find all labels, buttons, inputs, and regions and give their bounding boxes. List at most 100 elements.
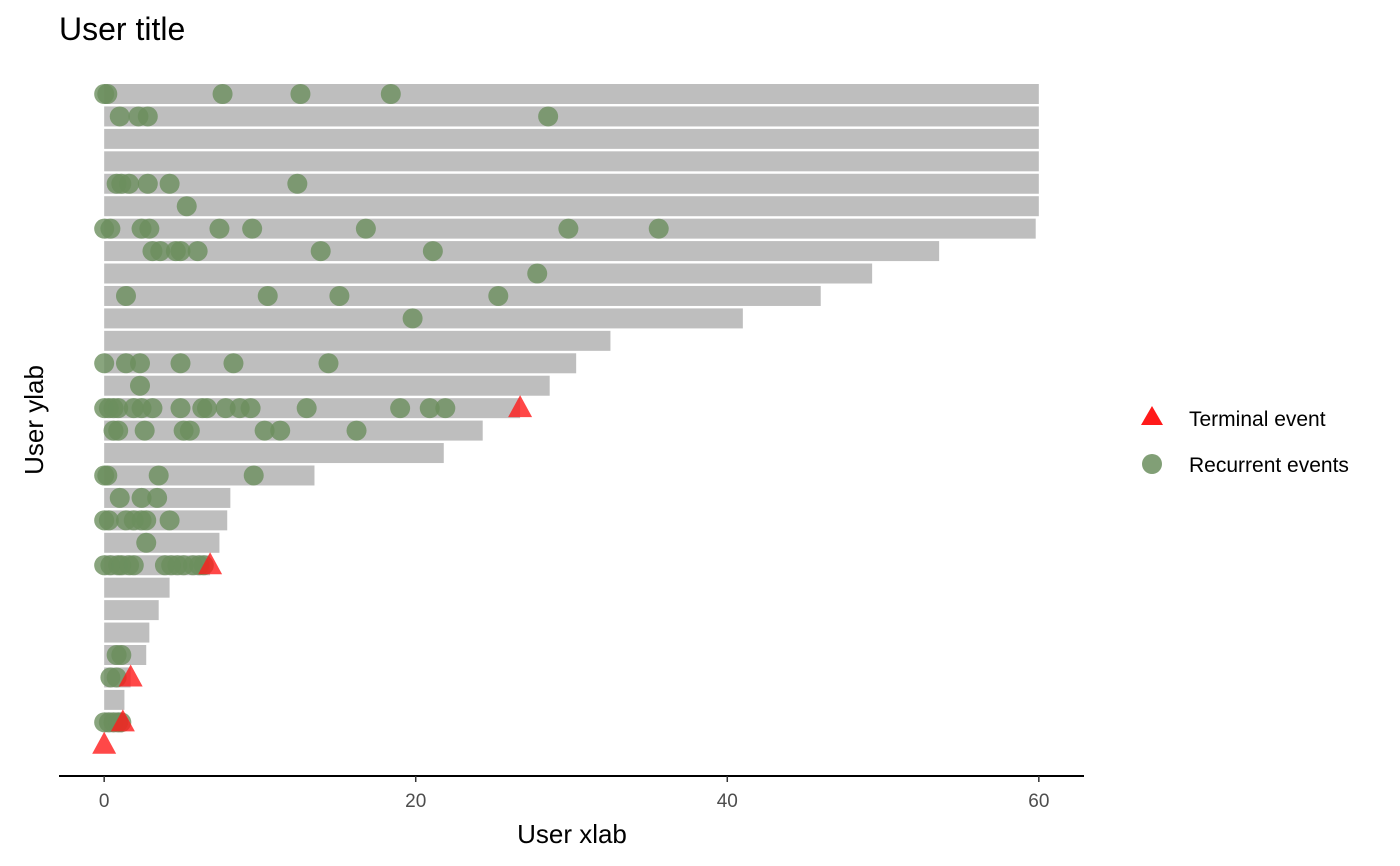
recurrent-event-point xyxy=(148,465,169,486)
recurrent-event-point xyxy=(134,420,155,441)
x-axis-ticks: 0 20 40 60 xyxy=(99,776,1049,812)
recurrent-event-point xyxy=(435,398,456,419)
x-tick-label: 20 xyxy=(405,791,426,812)
subject-bar xyxy=(104,84,1039,104)
recurrent-event-point xyxy=(187,241,208,262)
legend-terminal-triangle-icon xyxy=(1141,406,1163,425)
recurrent-event-point xyxy=(159,173,180,194)
subject-bar xyxy=(104,308,743,329)
terminal-event-point xyxy=(92,731,117,754)
x-axis-label: User xlab xyxy=(517,819,627,849)
subject-bar xyxy=(104,241,940,262)
recurrent-event-point xyxy=(422,241,443,262)
y-axis-label: User ylab xyxy=(19,365,49,475)
recurrent-event-point xyxy=(402,308,423,329)
recurrent-event-point xyxy=(94,353,115,374)
subject-bar xyxy=(104,600,159,621)
chart-title: User title xyxy=(59,11,185,47)
subject-bar xyxy=(104,106,1039,127)
recurrent-event-point xyxy=(310,241,331,262)
terminal-event-point xyxy=(198,552,223,575)
recurrent-event-point xyxy=(115,285,136,306)
subject-bar xyxy=(104,689,125,710)
recurrent-event-point xyxy=(176,196,197,217)
terminal-event-point xyxy=(110,709,135,732)
subject-bar xyxy=(104,330,611,351)
subject-bar xyxy=(104,420,483,441)
terminal-event-point xyxy=(118,664,143,687)
recurrent-event-point xyxy=(257,285,278,306)
subject-bar xyxy=(104,196,1039,217)
recurrent-event-point xyxy=(108,420,129,441)
recurrent-event-point xyxy=(108,398,129,419)
recurrent-event-point xyxy=(390,398,411,419)
recurrent-event-point xyxy=(111,645,132,665)
terminal-events-layer xyxy=(92,395,533,754)
recurrent-event-point xyxy=(318,353,339,374)
recurrent-event-point xyxy=(170,353,191,374)
recurrent-event-point xyxy=(100,218,121,239)
recurrent-event-point xyxy=(97,465,118,486)
recurrent-event-point xyxy=(119,173,140,194)
recurrent-event-point xyxy=(558,218,579,239)
recurrent-event-point xyxy=(137,106,158,127)
subject-bar xyxy=(104,285,821,306)
recurrent-event-point xyxy=(209,218,230,239)
recurrent-event-point xyxy=(97,84,118,104)
recurrent-event-point xyxy=(419,398,440,419)
x-tick-label: 40 xyxy=(717,791,738,812)
recurrent-event-point xyxy=(130,353,151,374)
legend: Terminal event Recurrent events xyxy=(1141,406,1349,477)
recurrent-event-point xyxy=(137,173,158,194)
recurrent-event-point xyxy=(287,173,308,194)
subject-bar xyxy=(104,128,1039,149)
subject-bar xyxy=(104,465,315,486)
recurrent-event-point xyxy=(159,510,180,531)
recurrent-event-point xyxy=(215,398,236,419)
recurrent-event-point xyxy=(136,510,157,531)
subject-bar xyxy=(104,173,1039,194)
recurrent-events-layer xyxy=(94,84,669,733)
recurrent-event-point xyxy=(648,218,669,239)
subject-bar xyxy=(104,443,444,464)
recurrent-event-point xyxy=(136,532,157,553)
recurrent-event-point xyxy=(355,218,376,239)
recurrent-event-point xyxy=(296,398,317,419)
recurrent-event-point xyxy=(346,420,367,441)
recurrent-event-point xyxy=(142,398,163,419)
recurrent-event-point xyxy=(223,353,244,374)
legend-recurrent-circle-icon xyxy=(1142,454,1162,474)
recurrent-event-point xyxy=(290,84,311,104)
subject-bar xyxy=(104,353,577,374)
subject-bar xyxy=(104,263,873,284)
recurrent-event-point xyxy=(212,84,233,104)
subject-bar xyxy=(104,577,170,598)
recurrent-event-point xyxy=(139,218,160,239)
recurrent-event-point xyxy=(115,353,136,374)
recurrent-event-point xyxy=(488,285,509,306)
subject-bar xyxy=(104,375,550,396)
recurrent-event-point xyxy=(380,84,401,104)
recurrent-event-point xyxy=(131,487,152,508)
recurrent-event-point xyxy=(538,106,559,127)
recurrent-event-point xyxy=(242,218,263,239)
recurrent-event-point xyxy=(240,398,261,419)
recurrent-event-point xyxy=(98,510,119,531)
subject-bar xyxy=(104,532,220,553)
recurrent-event-point xyxy=(270,420,291,441)
recurrent-event-point xyxy=(179,420,200,441)
recurrent-event-point xyxy=(123,555,144,576)
recurrent-event-point xyxy=(329,285,350,306)
subject-bar xyxy=(104,622,150,643)
recurrent-event-point xyxy=(527,263,548,284)
subject-bar xyxy=(104,151,1039,172)
recurrent-event-point xyxy=(150,241,171,262)
terminal-event-point xyxy=(508,395,533,418)
recurrent-event-point xyxy=(170,241,191,262)
x-tick-label: 60 xyxy=(1028,791,1049,812)
recurrent-event-point xyxy=(147,487,168,508)
recurrent-event-point xyxy=(109,106,130,127)
legend-terminal-label: Terminal event xyxy=(1189,408,1326,431)
x-tick-label: 0 xyxy=(99,791,110,812)
